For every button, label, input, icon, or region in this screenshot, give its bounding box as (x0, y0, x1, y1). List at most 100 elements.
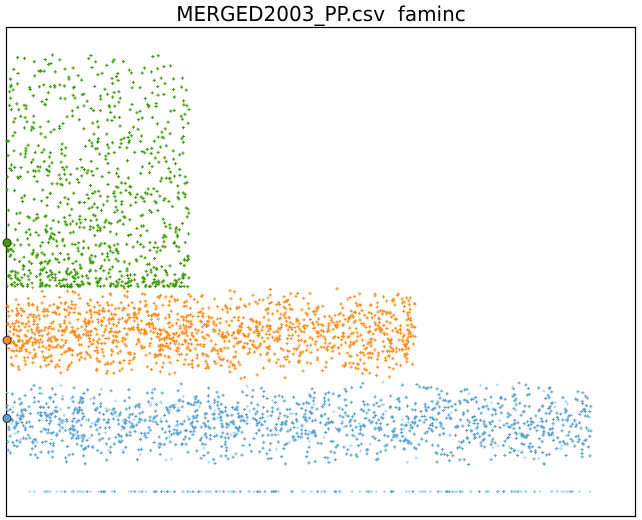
data-point-1 (128, 328, 132, 332)
data-point-1 (237, 340, 241, 345)
data-point-1 (339, 343, 343, 347)
data-point-0 (123, 399, 127, 403)
data-point-2 (119, 142, 123, 146)
data-point-1 (46, 332, 50, 336)
data-point-1 (93, 326, 97, 331)
data-point-1 (185, 299, 189, 303)
data-point-1 (403, 354, 407, 359)
data-point-1 (131, 327, 136, 332)
data-point-1 (109, 348, 114, 352)
data-point-1 (168, 299, 172, 303)
data-point-2 (145, 192, 150, 196)
baseline-point-0 (320, 490, 324, 493)
data-point-0 (588, 434, 592, 438)
data-point-0 (532, 457, 536, 461)
data-point-0 (375, 401, 379, 405)
data-point-1 (60, 338, 64, 342)
data-point-0 (523, 404, 527, 408)
data-point-0 (502, 423, 506, 427)
data-point-1 (242, 333, 246, 337)
data-point-1 (188, 313, 193, 317)
data-point-0 (540, 425, 544, 429)
data-point-0 (516, 453, 520, 458)
data-point-1 (161, 361, 166, 365)
data-point-0 (250, 395, 254, 399)
data-point-1 (34, 352, 38, 356)
data-point-2 (71, 261, 75, 266)
data-point-1 (162, 344, 166, 348)
data-point-0 (505, 436, 510, 440)
data-point-0 (137, 405, 141, 409)
data-point-2 (72, 268, 76, 272)
data-point-2 (28, 87, 32, 92)
data-point-1 (375, 357, 380, 361)
baseline-point-0 (140, 490, 144, 493)
data-point-1 (148, 325, 152, 329)
data-point-0 (576, 390, 580, 394)
data-point-1 (391, 329, 395, 333)
data-point-2 (38, 244, 43, 248)
data-point-0 (401, 434, 405, 438)
data-point-1 (413, 302, 417, 306)
data-point-1 (305, 348, 309, 352)
data-point-0 (358, 428, 363, 432)
data-point-0 (446, 405, 450, 409)
data-point-0 (133, 429, 137, 434)
data-point-1 (351, 331, 355, 335)
baseline-point-0 (524, 490, 528, 493)
data-point-0 (160, 391, 164, 395)
data-point-0 (28, 412, 32, 416)
data-point-0 (337, 406, 341, 410)
data-point-1 (355, 353, 359, 358)
data-point-1 (319, 328, 323, 333)
data-point-0 (114, 399, 118, 403)
data-point-0 (546, 431, 550, 435)
data-point-0 (15, 444, 19, 449)
data-point-2 (143, 151, 147, 155)
data-point-1 (195, 353, 199, 357)
data-point-1 (132, 352, 136, 356)
data-point-2 (181, 140, 185, 144)
data-point-0 (236, 412, 240, 416)
data-point-1 (148, 341, 152, 345)
data-point-2 (185, 180, 189, 184)
data-point-0 (76, 436, 80, 440)
data-point-2 (36, 144, 40, 148)
data-point-0 (413, 415, 418, 419)
data-point-0 (361, 433, 365, 437)
baseline-point-0 (519, 490, 523, 493)
data-point-0 (270, 410, 274, 414)
data-point-0 (410, 407, 414, 411)
data-point-0 (160, 427, 164, 431)
data-point-1 (182, 304, 186, 309)
data-point-1 (361, 371, 365, 375)
data-point-1 (107, 309, 111, 313)
data-point-0 (249, 401, 254, 405)
data-point-0 (424, 439, 428, 443)
data-point-0 (192, 395, 196, 399)
baseline-point-0 (290, 490, 294, 493)
data-point-1 (185, 353, 189, 357)
data-point-1 (68, 321, 72, 325)
data-point-2 (125, 242, 129, 246)
data-point-0 (154, 403, 159, 407)
data-point-0 (12, 443, 16, 447)
data-point-1 (170, 294, 174, 298)
data-point-1 (335, 326, 339, 330)
data-point-2 (105, 252, 110, 256)
data-point-2 (45, 195, 49, 200)
data-point-0 (227, 436, 231, 440)
data-point-0 (470, 415, 475, 420)
data-point-0 (503, 397, 507, 401)
data-point-1 (362, 313, 367, 317)
data-point-1 (376, 324, 380, 328)
data-point-0 (303, 412, 307, 416)
data-point-1 (202, 343, 206, 347)
data-point-0 (283, 421, 287, 425)
data-point-1 (319, 345, 323, 349)
data-point-2 (169, 180, 173, 184)
data-point-1 (44, 346, 48, 350)
data-point-0 (345, 433, 349, 437)
data-point-0 (312, 402, 316, 406)
data-point-0 (486, 407, 491, 411)
